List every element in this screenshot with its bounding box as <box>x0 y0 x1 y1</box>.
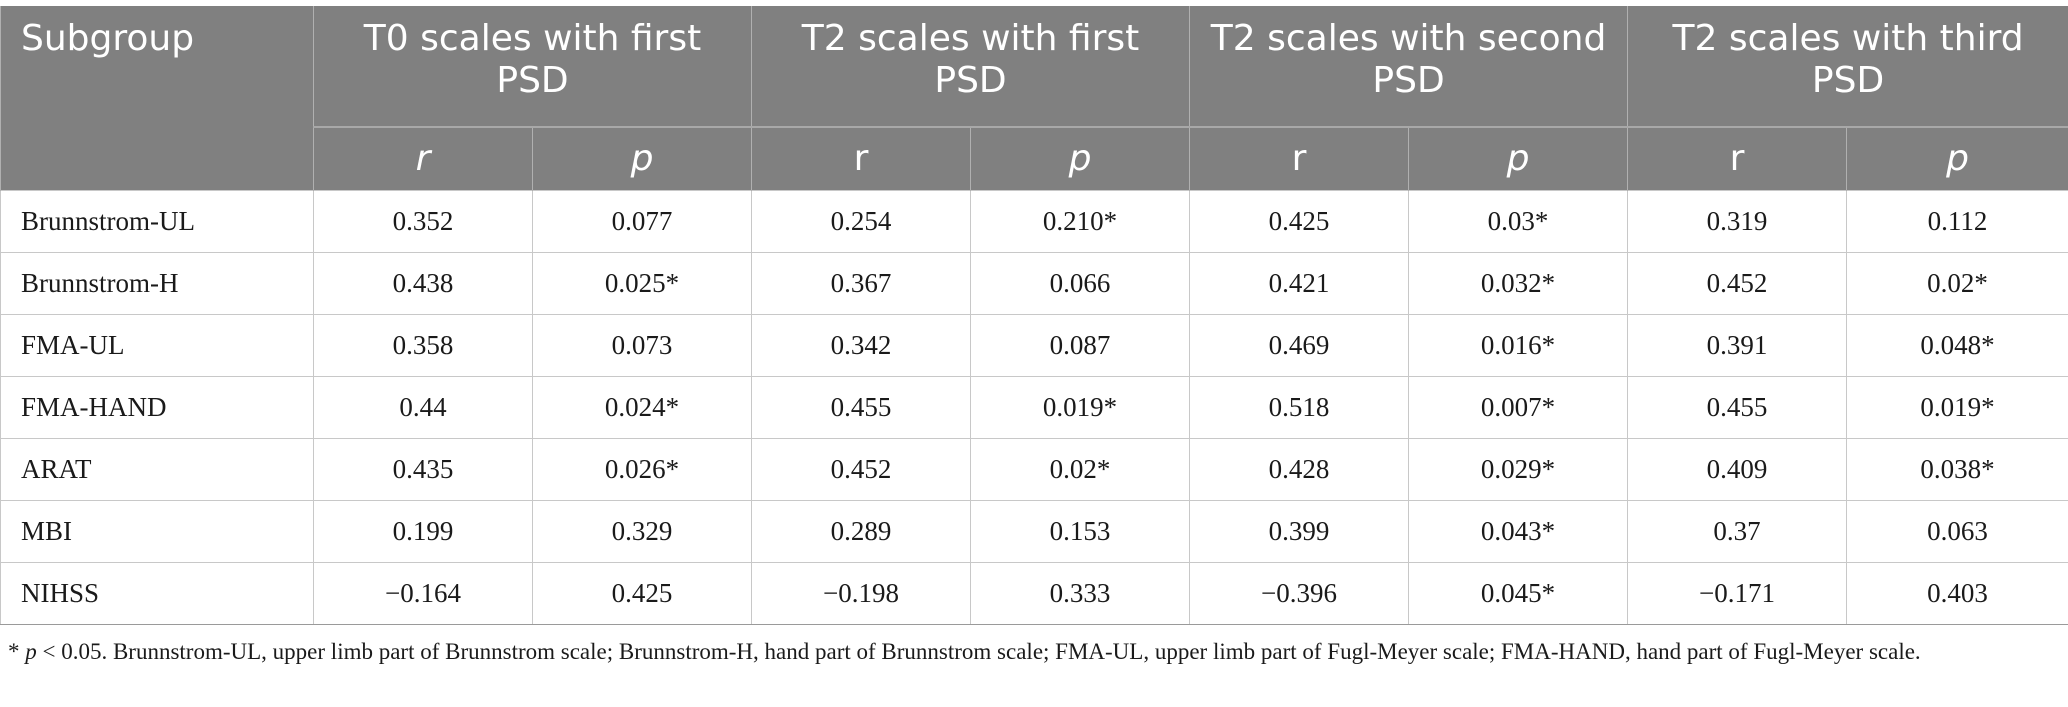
cell-value: 0.428 <box>1189 438 1410 501</box>
cell-value: 0.025* <box>531 252 753 315</box>
cell-value: 0.019* <box>970 376 1191 439</box>
table-body: Brunnstrom-UL 0.352 0.077 0.254 0.210* 0… <box>0 190 2068 625</box>
cell-value: 0.289 <box>751 500 972 563</box>
header-group-t0-first-psd: T0 scales with first PSD <box>312 6 753 127</box>
header-row-columns: r p r p r p r p <box>1 126 2068 191</box>
table-row: Brunnstrom-UL 0.352 0.077 0.254 0.210* 0… <box>0 190 2068 253</box>
cell-value: 0.199 <box>313 500 533 563</box>
cell-value: 0.425 <box>531 562 753 625</box>
table-row: Brunnstrom-H 0.438 0.025* 0.367 0.066 0.… <box>0 252 2068 315</box>
correlation-table: Subgroup T0 scales with first PSD T2 sca… <box>0 6 2068 625</box>
cell-value: 0.352 <box>313 190 533 253</box>
cell-value: 0.153 <box>970 500 1191 563</box>
cell-value: 0.066 <box>970 252 1191 315</box>
cell-value: 0.455 <box>751 376 972 439</box>
cell-value: 0.073 <box>531 314 753 377</box>
cell-value: 0.452 <box>751 438 972 501</box>
cell-value: −0.164 <box>313 562 533 625</box>
cell-value: 0.026* <box>531 438 753 501</box>
cell-value: 0.358 <box>313 314 533 377</box>
cell-value: 0.342 <box>751 314 972 377</box>
header-col-p: p <box>1408 126 1629 191</box>
table-row: MBI 0.199 0.329 0.289 0.153 0.399 0.043*… <box>0 500 2068 563</box>
cell-value: 0.367 <box>751 252 972 315</box>
cell-value: 0.455 <box>1627 376 1848 439</box>
cell-value: 0.452 <box>1627 252 1848 315</box>
footnote-text: < 0.05. Brunnstrom-UL, upper limb part o… <box>36 639 1921 664</box>
header-col-r: r <box>1627 126 1848 191</box>
table-row: FMA-UL 0.358 0.073 0.342 0.087 0.469 0.0… <box>0 314 2068 377</box>
cell-value: 0.02* <box>1846 252 2068 315</box>
cell-value: 0.210* <box>970 190 1191 253</box>
cell-value: 0.469 <box>1189 314 1410 377</box>
cell-value: 0.391 <box>1627 314 1848 377</box>
footnote-star: * <box>8 639 26 664</box>
cell-value: 0.087 <box>970 314 1191 377</box>
header-row-groups: Subgroup T0 scales with first PSD T2 sca… <box>0 6 2068 191</box>
header-subgroup: Subgroup <box>0 6 314 191</box>
cell-value: −0.198 <box>751 562 972 625</box>
table-row: NIHSS −0.164 0.425 −0.198 0.333 −0.396 0… <box>0 562 2068 625</box>
cell-value: 0.048* <box>1846 314 2068 377</box>
cell-value: 0.409 <box>1627 438 1848 501</box>
cell-value: 0.02* <box>970 438 1191 501</box>
cell-value: 0.045* <box>1408 562 1629 625</box>
cell-value: −0.171 <box>1627 562 1848 625</box>
table-row: FMA-HAND 0.44 0.024* 0.455 0.019* 0.518 … <box>0 376 2068 439</box>
cell-value: 0.518 <box>1189 376 1410 439</box>
table-footnote: * p < 0.05. Brunnstrom-UL, upper limb pa… <box>0 625 2068 669</box>
cell-value: 0.029* <box>1408 438 1629 501</box>
row-label: FMA-UL <box>0 314 314 377</box>
cell-value: 0.016* <box>1408 314 1629 377</box>
header-col-r: r <box>751 126 972 191</box>
cell-value: 0.421 <box>1189 252 1410 315</box>
table-container: Subgroup T0 scales with first PSD T2 sca… <box>0 6 2068 669</box>
cell-value: 0.319 <box>1627 190 1848 253</box>
cell-value: 0.254 <box>751 190 972 253</box>
cell-value: 0.032* <box>1408 252 1629 315</box>
cell-value: 0.03* <box>1408 190 1629 253</box>
header-group-t2-third-psd: T2 scales with third PSD <box>1627 6 2068 127</box>
cell-value: 0.333 <box>970 562 1191 625</box>
cell-value: 0.435 <box>313 438 533 501</box>
row-label: Brunnstrom-UL <box>0 190 314 253</box>
row-label: FMA-HAND <box>0 376 314 439</box>
cell-value: 0.019* <box>1846 376 2068 439</box>
cell-value: 0.425 <box>1189 190 1410 253</box>
header-col-p: p <box>1846 126 2068 191</box>
row-label: NIHSS <box>0 562 314 625</box>
header-group-t2-second-psd: T2 scales with second PSD <box>1189 6 1629 127</box>
cell-value: 0.399 <box>1189 500 1410 563</box>
row-label: ARAT <box>0 438 314 501</box>
header-col-p: p <box>531 126 753 191</box>
cell-value: 0.438 <box>313 252 533 315</box>
cell-value: 0.063 <box>1846 500 2068 563</box>
table-header: Subgroup T0 scales with first PSD T2 sca… <box>0 6 2068 191</box>
row-label: Brunnstrom-H <box>0 252 314 315</box>
cell-value: −0.396 <box>1189 562 1410 625</box>
cell-value: 0.37 <box>1627 500 1848 563</box>
header-col-r: r <box>313 126 533 191</box>
header-col-r: r <box>1189 126 1410 191</box>
table-row: ARAT 0.435 0.026* 0.452 0.02* 0.428 0.02… <box>0 438 2068 501</box>
cell-value: 0.403 <box>1846 562 2068 625</box>
cell-value: 0.007* <box>1408 376 1629 439</box>
cell-value: 0.112 <box>1846 190 2068 253</box>
cell-value: 0.077 <box>531 190 753 253</box>
header-group-t2-first-psd: T2 scales with first PSD <box>751 6 1191 127</box>
footnote-p-symbol: p <box>25 639 37 664</box>
cell-value: 0.329 <box>531 500 753 563</box>
cell-value: 0.038* <box>1846 438 2068 501</box>
header-col-p: p <box>970 126 1191 191</box>
row-label: MBI <box>0 500 314 563</box>
cell-value: 0.043* <box>1408 500 1629 563</box>
cell-value: 0.024* <box>531 376 753 439</box>
cell-value: 0.44 <box>313 376 533 439</box>
